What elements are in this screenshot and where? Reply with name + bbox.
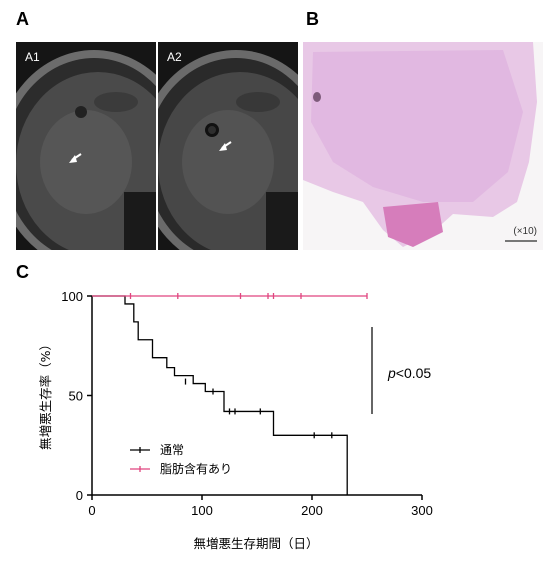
mri-image-a2: A2 — [158, 42, 298, 250]
mri-a1-illustration — [16, 50, 156, 250]
mri-a2-illustration — [158, 50, 298, 250]
legend-label: 脂肪含有あり — [160, 461, 232, 476]
panel-c-label: C — [16, 262, 29, 282]
y-tick-label: 100 — [61, 289, 83, 304]
x-axis-title: 無増悪生存期間（日） — [193, 536, 318, 551]
x-tick-label: 200 — [301, 503, 323, 518]
chart-series — [92, 293, 368, 495]
histology-illustration — [303, 42, 537, 247]
series-line-normal — [92, 295, 348, 495]
legend-label: 通常 — [160, 443, 184, 457]
panel-a-label: A — [16, 9, 29, 29]
y-axis-title: 無増悪生存率（%） — [38, 338, 53, 450]
scale-bar — [505, 240, 537, 242]
mri-a2-label: A2 — [167, 50, 182, 64]
x-tick-label: 100 — [191, 503, 213, 518]
mri-a1-label: A1 — [25, 50, 40, 64]
chart-axes: 0 100 200 300 0 50 100 — [61, 289, 433, 518]
p-value-text: <0.05 — [396, 365, 432, 381]
p-value-symbol: p — [387, 365, 396, 381]
y-tick-label: 0 — [76, 488, 83, 503]
magnification-label: (×10) — [513, 226, 537, 237]
histology-image: (×10) — [303, 42, 543, 250]
mri-image-a1: A1 — [16, 42, 156, 250]
p-value-annotation: p<0.05 — [387, 365, 431, 381]
y-tick-label: 50 — [69, 389, 83, 404]
x-tick-label: 300 — [411, 503, 433, 518]
panel-b-label: B — [306, 9, 319, 29]
x-tick-label: 0 — [88, 503, 95, 518]
